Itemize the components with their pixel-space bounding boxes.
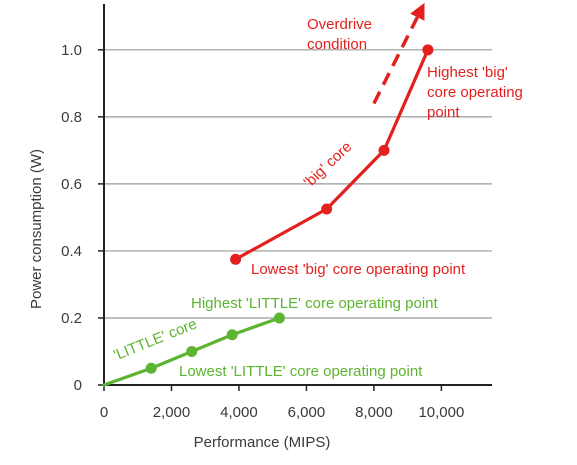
x-tick-label: 4,000 bbox=[220, 404, 258, 421]
grid-layer bbox=[104, 49, 492, 319]
y-tick-label: 0.2 bbox=[61, 310, 82, 327]
overdrive-label: Overdrive bbox=[307, 16, 372, 33]
label-layer: Overdrive condition Highest 'big' core oper… bbox=[111, 16, 523, 380]
y-tick-label: 0.8 bbox=[61, 109, 82, 126]
x-tick-label: 6,000 bbox=[288, 404, 326, 421]
y-tick-label: 0.6 bbox=[61, 176, 82, 193]
big-core-series-label: 'big' core bbox=[301, 138, 356, 191]
x-tick-label: 2,000 bbox=[153, 404, 191, 421]
big-core-point bbox=[230, 253, 242, 265]
big-highest-label: point bbox=[427, 104, 460, 121]
axes-layer: 0 0.2 0.4 0.6 0.8 1.0 0 2,000 4,000 6,000 8,000 10,… bbox=[28, 4, 492, 451]
overdrive-arrow-line bbox=[372, 16, 419, 105]
big-core-point bbox=[422, 44, 434, 56]
x-axis-title: Performance (MIPS) bbox=[194, 434, 331, 451]
little-core-point bbox=[145, 362, 157, 374]
y-tick-label: 0 bbox=[74, 377, 82, 394]
little-highest-label: Highest 'LITTLE' core operating point bbox=[191, 295, 439, 312]
little-core-point bbox=[226, 329, 238, 341]
big-core-point bbox=[321, 203, 333, 215]
x-tick-label: 0 bbox=[100, 404, 108, 421]
big-core-point bbox=[378, 144, 390, 156]
little-lowest-label: Lowest 'LITTLE' core operating point bbox=[179, 363, 423, 380]
y-axis-title: Power consumption (W) bbox=[28, 149, 45, 309]
x-tick-label: 8,000 bbox=[355, 404, 393, 421]
little-core-series-label: 'LITTLE' core bbox=[111, 315, 199, 364]
big-highest-label: Highest 'big' bbox=[427, 64, 508, 81]
x-tick-label: 10,000 bbox=[418, 404, 464, 421]
little-core-point bbox=[273, 312, 285, 324]
overdrive-arrow-head bbox=[410, 2, 425, 21]
y-tick-label: 1.0 bbox=[61, 42, 82, 59]
series-layer bbox=[102, 2, 434, 387]
y-tick-label: 0.4 bbox=[61, 243, 82, 260]
little-core-point bbox=[186, 345, 198, 357]
big-core-line bbox=[233, 48, 430, 261]
overdrive-label: condition bbox=[307, 36, 367, 53]
big-highest-label: core operating bbox=[427, 84, 523, 101]
big-lowest-label: Lowest 'big' core operating point bbox=[251, 261, 466, 278]
